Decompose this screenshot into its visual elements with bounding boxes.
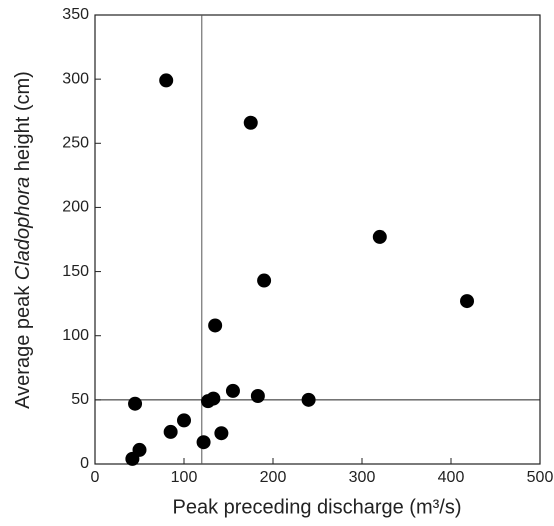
y-label-part: Cladophora [12,177,34,280]
point [372,229,387,244]
point [460,294,475,309]
x-tick-label: 100 [171,469,198,486]
y-tick-label: 350 [62,6,89,23]
point [301,392,316,407]
y-tick-label: 300 [62,70,89,87]
y-tick-label: 200 [62,199,89,216]
y-label-part: height (cm) [12,71,34,177]
point [257,273,272,288]
point [163,424,178,439]
point [132,442,147,457]
point [177,413,191,428]
x-tick-label: 200 [260,469,287,486]
point [128,396,143,411]
plot-frame [94,14,541,465]
point [243,115,258,130]
point [214,426,229,441]
x-tick-label: 400 [438,469,465,486]
x-tick-label: 0 [91,469,100,486]
point [250,389,265,404]
y-axis-label: Average peak Cladophora height (cm) [12,71,34,409]
point [225,383,240,398]
point [206,391,221,406]
y-tick-label: 0 [80,455,89,472]
x-tick-label: 500 [527,469,554,486]
y-tick-label: 50 [71,391,89,408]
point [159,73,174,88]
x-axis-label: Peak preceding discharge (m³/s) [172,496,461,518]
point [208,318,223,333]
point [196,435,211,450]
y-tick-label: 100 [62,327,89,344]
x-tick-label: 300 [349,469,376,486]
y-tick-label: 250 [62,135,89,152]
y-tick-label: 150 [62,263,89,280]
y-label-part: Average peak [12,280,34,409]
